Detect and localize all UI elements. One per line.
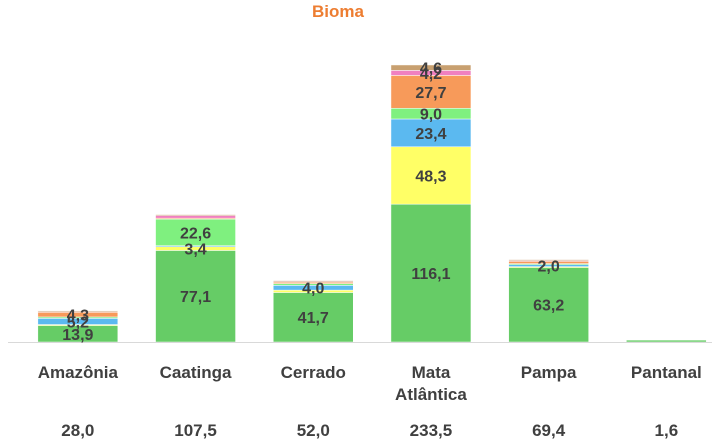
bar-segment-blue-3	[390, 118, 472, 148]
segment-value-label: 27,7	[415, 85, 446, 102]
category-total-label: 28,0	[61, 421, 94, 440]
bar-segment-green-5	[626, 339, 707, 343]
category-total-label: 69,4	[532, 421, 566, 440]
category-label: Mata Atlântica	[395, 363, 467, 404]
bar-segment-orange-3	[390, 75, 472, 109]
segment-value-label: 2,0	[538, 258, 560, 275]
category-total-label: 107,5	[174, 421, 217, 440]
category-total-label: 1,6	[655, 421, 679, 440]
category-label: Amazônia	[38, 363, 119, 382]
segment-value-label: 4,3	[67, 307, 89, 324]
segment-value-label: 4,6	[420, 61, 442, 78]
segment-value-label: 4,0	[302, 281, 324, 298]
segment-value-label: 9,0	[420, 107, 442, 124]
segment-value-label: 4,2	[420, 66, 442, 83]
segment-value-label: 5,2	[67, 314, 89, 331]
bar-segment-yellow-3	[390, 146, 472, 205]
bar-segment-tan-1	[155, 214, 236, 216]
segment-value-label: 22,6	[180, 225, 211, 242]
segment-value-label: 48,3	[415, 168, 446, 185]
bar-segment-tan-2	[273, 280, 354, 282]
category-label: Caatinga	[160, 363, 232, 382]
category-total-label: 233,5	[410, 421, 453, 440]
bar-segment-green-4	[508, 266, 589, 343]
bar-segment-tan-4	[508, 259, 589, 261]
segment-value-label: 23,4	[415, 126, 446, 143]
category-label: Cerrado	[281, 363, 346, 382]
segment-value-label: 3,4	[184, 241, 206, 258]
segment-labels-group: 13,95,24,3 77,1 3,422,6 41,7 4,0 116,1 48,3 23,…	[62, 61, 564, 344]
segment-value-label: 63,2	[533, 297, 564, 314]
segment-value-label: 77,1	[180, 289, 211, 306]
bar-segment-green-2	[273, 292, 354, 343]
category-label: Pampa	[521, 363, 577, 382]
segment-value-label: 13,9	[62, 327, 93, 344]
chart-title: Bioma	[312, 2, 365, 21]
category-label: Pantanal	[631, 363, 702, 382]
category-labels-group: Amazônia Caatinga Cerrado Mata Atlântica Pamp…	[38, 363, 702, 404]
bars-group	[37, 64, 707, 343]
bar-segment-tan-3	[390, 64, 472, 71]
total-labels-group: 28,0 107,5 52,0 233,5 69,4 1,6	[61, 421, 678, 440]
segment-value-label: 41,7	[298, 310, 329, 327]
bar-segment-tan-0	[37, 310, 119, 313]
bar-segment-green-1	[155, 250, 236, 343]
segment-value-label: 116,1	[411, 266, 450, 283]
category-total-label: 52,0	[297, 421, 330, 440]
